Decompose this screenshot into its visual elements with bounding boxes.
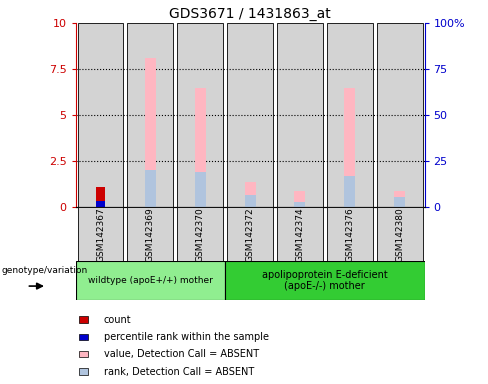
Bar (327, 23, 373, 207)
Bar (145, 170, 156, 207)
Bar (79, 316, 87, 323)
Bar (377, 23, 423, 207)
Bar (244, 195, 256, 207)
Text: rank, Detection Call = ABSENT: rank, Detection Call = ABSENT (103, 366, 254, 377)
Bar (345, 88, 355, 207)
Bar (96, 187, 105, 207)
FancyBboxPatch shape (277, 207, 323, 261)
Text: GSM142376: GSM142376 (346, 207, 354, 262)
Bar (294, 191, 305, 207)
Bar (394, 197, 405, 207)
Bar (394, 191, 405, 207)
Text: GSM142374: GSM142374 (295, 207, 305, 262)
FancyBboxPatch shape (78, 207, 123, 261)
Text: wildtype (apoE+/+) mother: wildtype (apoE+/+) mother (88, 276, 213, 285)
Text: GSM142380: GSM142380 (395, 207, 404, 262)
FancyBboxPatch shape (127, 207, 173, 261)
Text: count: count (103, 314, 131, 325)
FancyBboxPatch shape (227, 207, 273, 261)
Text: GSM142372: GSM142372 (245, 207, 255, 262)
Bar (195, 88, 206, 207)
Text: value, Detection Call = ABSENT: value, Detection Call = ABSENT (103, 349, 259, 359)
Text: genotype/variation: genotype/variation (1, 266, 88, 275)
Text: GSM142369: GSM142369 (146, 207, 155, 262)
Bar (96, 201, 105, 207)
Title: GDS3671 / 1431863_at: GDS3671 / 1431863_at (169, 7, 331, 21)
Bar (79, 368, 87, 375)
Bar (345, 176, 355, 207)
Bar (127, 23, 173, 207)
Bar (177, 23, 223, 207)
Bar (277, 23, 323, 207)
FancyBboxPatch shape (327, 207, 373, 261)
Text: percentile rank within the sample: percentile rank within the sample (103, 332, 268, 342)
FancyBboxPatch shape (377, 207, 423, 261)
Bar (294, 202, 305, 207)
Bar (244, 182, 256, 207)
FancyBboxPatch shape (177, 207, 223, 261)
Text: apolipoprotein E-deficient
(apoE-/-) mother: apolipoprotein E-deficient (apoE-/-) mot… (262, 270, 388, 291)
Bar (195, 172, 206, 207)
Bar (79, 334, 87, 340)
Text: GSM142370: GSM142370 (196, 207, 205, 262)
Bar (227, 23, 273, 207)
FancyBboxPatch shape (225, 261, 425, 300)
Bar (145, 58, 156, 207)
Bar (78, 23, 123, 207)
Text: GSM142367: GSM142367 (96, 207, 105, 262)
FancyBboxPatch shape (76, 261, 225, 300)
Bar (79, 351, 87, 358)
